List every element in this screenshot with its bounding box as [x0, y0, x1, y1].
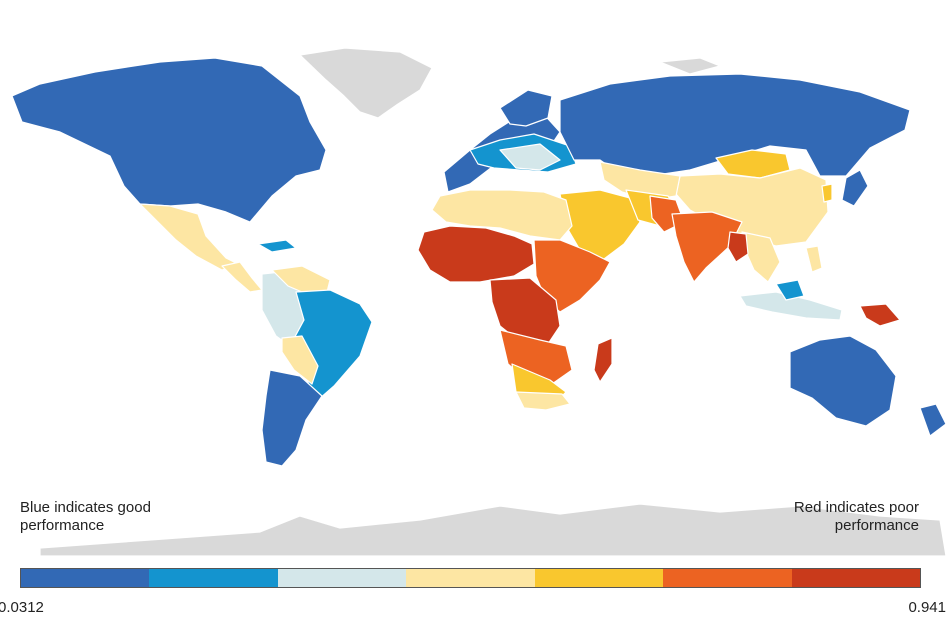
legend-caption-poor-line1: Red indicates poor [793, 499, 919, 516]
legend-caption-poor: Red indicates poor performance [794, 499, 919, 535]
legend-swatch-3 [277, 569, 407, 587]
region-korea [821, 183, 833, 203]
region-north-america [11, 57, 327, 223]
legend-swatch-2 [149, 569, 278, 587]
region-bolivia [281, 335, 319, 385]
region-philippines [805, 245, 823, 273]
region-southern-cone [261, 369, 323, 467]
region-papua [859, 303, 901, 327]
legend-swatch-6 [663, 569, 792, 587]
region-greenland [299, 47, 433, 119]
region-caribbean [257, 239, 297, 253]
legend-swatch-5 [534, 569, 664, 587]
region-borneo [775, 279, 805, 301]
legend-swatch-4 [406, 569, 535, 587]
region-madagascar [593, 337, 613, 383]
region-india [671, 211, 743, 283]
legend-min-label: 0.0312 [0, 599, 44, 616]
landmasses [11, 47, 946, 557]
region-west-africa [417, 225, 535, 283]
region-arabia [559, 189, 641, 263]
region-japan [841, 169, 869, 207]
legend-caption-good: Blue indicates good performance [20, 499, 151, 535]
legend-max-label: 0.941 [908, 599, 946, 616]
region-south-africa [515, 391, 571, 411]
region-arctic-islands [659, 57, 721, 75]
color-scale-legend [20, 568, 921, 588]
legend-swatch-7 [791, 569, 920, 587]
legend-caption-good-line1: Blue indicates good [20, 499, 151, 516]
region-myanmar [727, 231, 749, 263]
region-antarctica [39, 503, 946, 557]
region-central-america [221, 261, 263, 293]
region-europe-east [499, 143, 561, 171]
region-china [675, 167, 829, 247]
legend-swatch-1 [21, 569, 150, 587]
legend-caption-poor-line2: performance [834, 517, 919, 534]
region-mexico [139, 203, 239, 271]
legend-caption-good-line2: performance [20, 517, 105, 534]
region-scandinavia [499, 89, 553, 127]
region-australia [789, 335, 897, 427]
region-new-zealand [919, 403, 946, 437]
